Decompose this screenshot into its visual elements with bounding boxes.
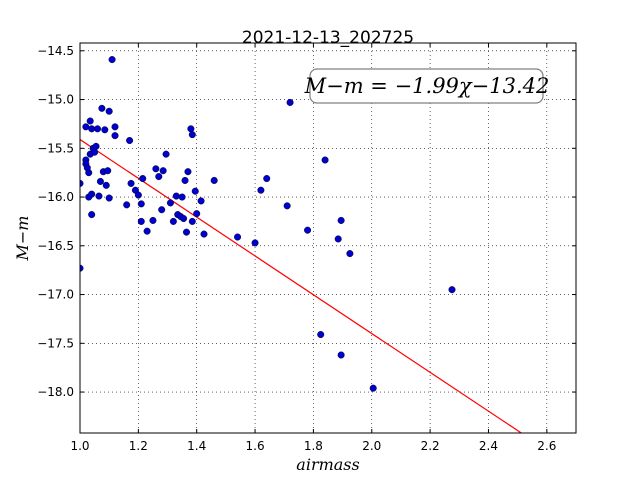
data-point (193, 210, 201, 218)
y-tick-label: −15.5 (37, 141, 74, 155)
y-tick-label: −16.5 (37, 239, 74, 253)
fit-equation: M−m = −1.99χ−13.42 (304, 74, 550, 98)
data-point (85, 169, 93, 177)
data-point (321, 156, 329, 164)
data-point (257, 186, 265, 194)
plot-area (80, 56, 523, 433)
y-tick-label: −14.5 (37, 44, 74, 58)
data-point (162, 150, 170, 158)
data-point (111, 123, 119, 131)
data-point (155, 173, 163, 181)
x-tick-label: 1.0 (70, 439, 89, 453)
chart-title: 2021-12-13_202725 (242, 28, 414, 48)
data-point (108, 56, 116, 64)
data-point (210, 176, 218, 184)
data-point (263, 175, 271, 183)
data-point (88, 125, 96, 133)
plot-frame (79, 42, 577, 434)
data-point (94, 125, 102, 133)
data-point (127, 179, 135, 187)
y-tick-label: −18.0 (37, 385, 74, 399)
data-point (102, 181, 110, 189)
data-point (139, 175, 147, 183)
x-axis: 1.0 1.2 1.4 1.6 1.8 2.0 2.2 2.4 2.6 (70, 43, 556, 453)
data-point (143, 227, 151, 235)
x-tick-label: 2.4 (479, 439, 498, 453)
x-tick-label: 2.2 (421, 439, 440, 453)
data-point (181, 176, 189, 184)
y-axis-label: M−m (13, 216, 32, 262)
data-point (111, 132, 119, 140)
data-point (82, 123, 90, 131)
data-point (88, 211, 96, 219)
data-point (92, 142, 100, 150)
data-point (448, 286, 456, 294)
x-tick-label: 1.2 (129, 439, 148, 453)
data-point (80, 264, 84, 272)
data-point (187, 125, 195, 133)
data-point (105, 194, 113, 202)
data-point (101, 126, 109, 134)
data-point (137, 217, 145, 225)
y-axis: −14.5 −15.0 −15.5 −16.0 −16.5 −17.0 −17.5 −18.0 (37, 44, 576, 399)
data-point (169, 217, 177, 225)
data-point (105, 107, 113, 115)
y-tick-label: −16.0 (37, 190, 74, 204)
data-point (188, 217, 196, 225)
fit-equation-box: M−m = −1.99χ−13.42 (304, 68, 550, 104)
data-point (317, 331, 325, 339)
data-point (126, 136, 134, 144)
data-point (184, 168, 192, 176)
data-point (346, 250, 354, 258)
data-point (180, 214, 188, 222)
data-point (149, 216, 157, 224)
data-point (95, 192, 103, 200)
data-point (88, 190, 96, 198)
data-point (304, 226, 312, 234)
y-tick-label: −15.0 (37, 93, 74, 107)
data-point (91, 148, 99, 156)
data-point (334, 235, 342, 243)
x-tick-label: 1.4 (187, 439, 206, 453)
data-point (234, 233, 242, 241)
data-point (98, 104, 106, 112)
data-point (166, 199, 174, 207)
data-point (96, 177, 104, 185)
data-point (200, 230, 208, 238)
data-point (104, 167, 112, 175)
data-point (197, 197, 205, 205)
data-point (191, 187, 199, 195)
data-point (152, 165, 160, 173)
x-tick-label: 2.0 (362, 439, 381, 453)
data-point (134, 191, 142, 199)
data-point (178, 193, 186, 201)
data-point (172, 192, 180, 200)
data-point (286, 98, 294, 106)
x-tick-label: 1.6 (246, 439, 265, 453)
data-point (159, 167, 167, 175)
data-point (369, 384, 377, 392)
data-point (188, 131, 196, 139)
data-point (283, 202, 291, 210)
x-axis-label: airmass (296, 455, 359, 474)
data-point (137, 200, 145, 208)
fit-line (80, 139, 523, 433)
data-point (251, 239, 259, 247)
data-point (86, 117, 94, 125)
x-tick-label: 1.8 (304, 439, 323, 453)
data-point (123, 201, 131, 209)
data-point (337, 351, 345, 359)
data-point (158, 206, 166, 214)
data-point (182, 228, 190, 236)
y-tick-label: −17.5 (37, 336, 74, 350)
data-point (337, 216, 345, 224)
data-point (80, 179, 84, 187)
x-tick-label: 2.6 (537, 439, 556, 453)
y-tick-label: −17.0 (37, 288, 74, 302)
